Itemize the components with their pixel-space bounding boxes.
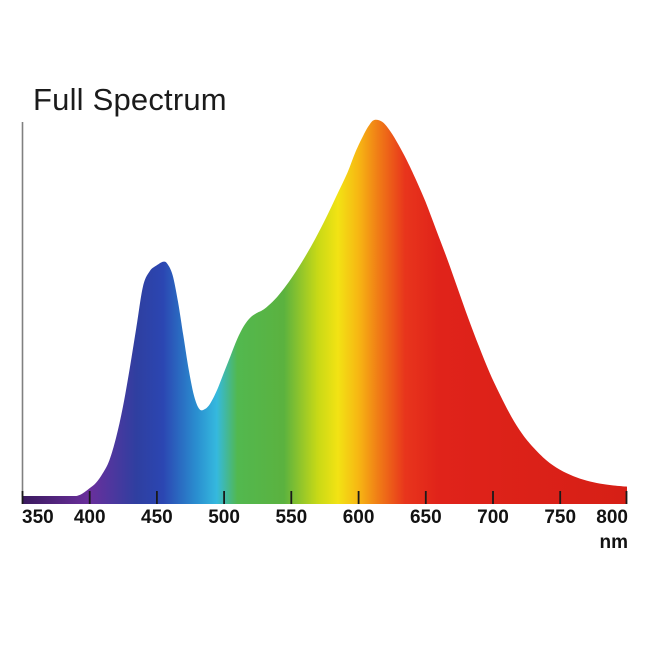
- x-tick-label-700: 700: [477, 507, 509, 528]
- x-tick-label-600: 600: [343, 507, 375, 528]
- x-tick-label-450: 450: [141, 507, 173, 528]
- x-tick-label-400: 400: [74, 507, 106, 528]
- x-axis-spectrum-bar: [22, 496, 627, 504]
- spectral-curve-fill: [22, 119, 627, 499]
- x-tick-label-800: 800: [596, 507, 628, 528]
- x-tick-label-750: 750: [544, 507, 576, 528]
- page-title: Full Spectrum: [33, 82, 227, 117]
- x-tick-label-350: 350: [22, 507, 54, 528]
- x-tick-label-650: 650: [410, 507, 442, 528]
- x-tick-label-500: 500: [208, 507, 240, 528]
- x-tick-label-550: 550: [275, 507, 307, 528]
- x-axis-ticks: [21, 491, 628, 504]
- x-axis-unit-label: nm: [600, 532, 629, 553]
